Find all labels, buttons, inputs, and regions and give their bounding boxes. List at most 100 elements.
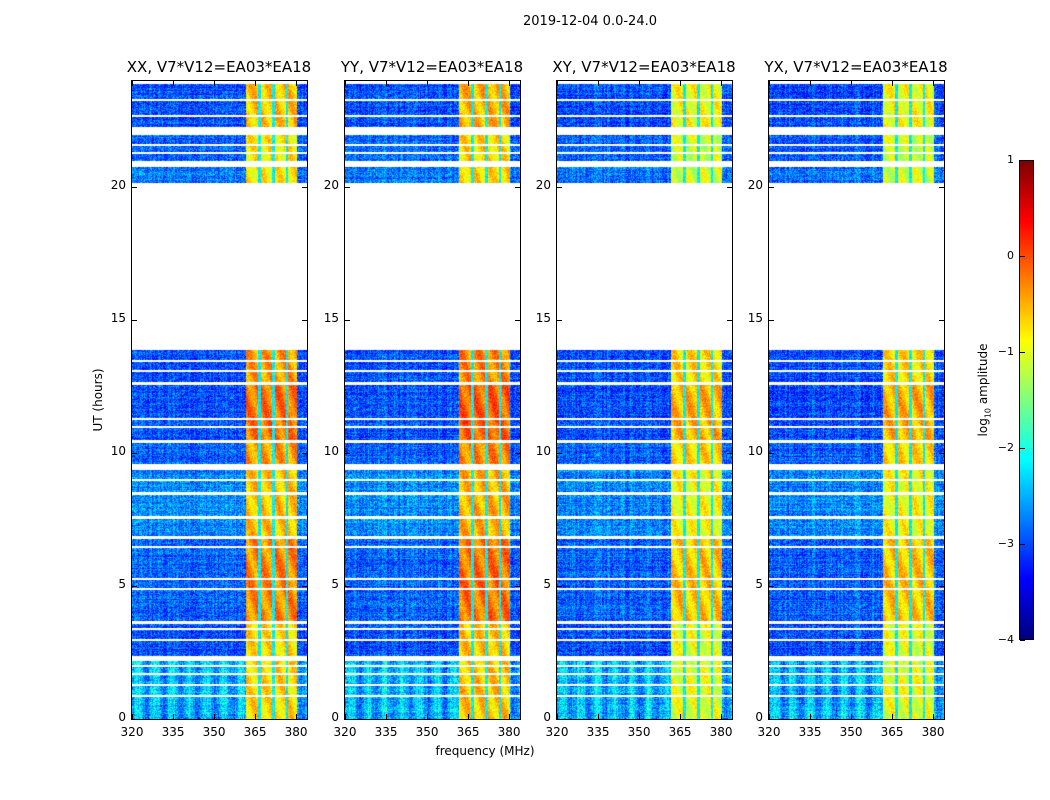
y-tick-label: 10 <box>323 444 339 459</box>
y-tick-mark <box>515 586 520 588</box>
y-tick-label: 15 <box>110 311 126 326</box>
panel-title: YY, V7*V12=EA03*EA18 <box>340 58 524 76</box>
y-tick-mark <box>302 453 307 455</box>
y-tick-mark <box>132 586 137 588</box>
x-tick-label: 335 <box>586 725 610 739</box>
x-tick-mark <box>255 81 257 86</box>
y-tick-mark <box>345 586 350 588</box>
y-tick-mark <box>557 453 562 455</box>
x-tick-mark <box>296 714 298 719</box>
x-tick-mark <box>132 81 133 86</box>
colorbar <box>1019 160 1034 640</box>
y-tick-label: 5 <box>118 577 126 592</box>
y-tick-mark <box>132 719 137 720</box>
colorbar-tick-mark <box>1020 256 1025 257</box>
x-tick-mark <box>639 714 641 719</box>
panel-title: XY, V7*V12=EA03*EA18 <box>552 58 736 76</box>
x-tick-mark <box>214 714 216 719</box>
y-tick-label: 10 <box>747 444 763 459</box>
x-tick-mark <box>214 81 216 86</box>
y-tick-label: 5 <box>755 577 763 592</box>
x-tick-label: 365 <box>668 725 692 739</box>
x-tick-mark <box>509 714 511 719</box>
x-tick-label: 335 <box>161 725 185 739</box>
x-tick-mark <box>386 714 388 719</box>
y-tick-mark <box>515 719 520 720</box>
waterfall-axes <box>768 80 945 720</box>
waterfall-axes <box>556 80 733 720</box>
x-tick-label: 350 <box>202 725 226 739</box>
colorbar-tick-mark <box>1020 160 1025 161</box>
y-tick-mark <box>132 453 137 455</box>
waterfall-axes <box>344 80 521 720</box>
x-tick-mark <box>132 714 133 719</box>
x-tick-mark <box>173 81 175 86</box>
y-tick-mark <box>939 719 944 720</box>
colorbar-tick-mark <box>1020 544 1025 545</box>
panel-title: YX, V7*V12=EA03*EA18 <box>764 58 948 76</box>
y-tick-mark <box>727 719 732 720</box>
x-tick-mark <box>721 81 723 86</box>
y-tick-mark <box>302 719 307 720</box>
y-tick-mark <box>727 320 732 322</box>
y-tick-label: 20 <box>110 178 126 193</box>
y-tick-mark <box>557 719 562 720</box>
colorbar-tick-mark <box>1020 448 1025 449</box>
y-tick-mark <box>939 187 944 189</box>
waterfall-heatmap <box>132 81 307 719</box>
x-tick-mark <box>680 81 682 86</box>
colorbar-label-rest: amplitude <box>976 343 990 408</box>
x-tick-label: 380 <box>497 725 521 739</box>
y-tick-mark <box>302 320 307 322</box>
y-tick-mark <box>727 586 732 588</box>
y-tick-mark <box>939 453 944 455</box>
y-tick-label: 15 <box>323 311 339 326</box>
x-tick-mark <box>509 81 511 86</box>
y-tick-mark <box>515 187 520 189</box>
colorbar-tick-mark <box>1020 640 1025 641</box>
y-tick-label: 20 <box>535 178 551 193</box>
x-tick-mark <box>721 714 723 719</box>
x-tick-label: 350 <box>627 725 651 739</box>
y-tick-label: 10 <box>110 444 126 459</box>
x-tick-label: 380 <box>284 725 308 739</box>
y-tick-mark <box>515 453 520 455</box>
colorbar-tick-label: −2 <box>997 441 1014 454</box>
x-tick-mark <box>851 714 853 719</box>
x-tick-mark <box>680 714 682 719</box>
y-tick-label: 0 <box>755 710 763 724</box>
x-tick-mark <box>769 81 770 86</box>
y-tick-mark <box>132 320 137 322</box>
y-tick-mark <box>345 320 350 322</box>
colorbar-tick-mark <box>1020 352 1025 353</box>
x-tick-label: 350 <box>839 725 863 739</box>
y-tick-label: 20 <box>747 178 763 193</box>
y-tick-mark <box>557 586 562 588</box>
y-tick-label: 10 <box>535 444 551 459</box>
waterfall-heatmap <box>769 81 944 719</box>
y-tick-label: 15 <box>747 311 763 326</box>
y-tick-mark <box>557 187 562 189</box>
x-tick-mark <box>427 714 429 719</box>
x-tick-mark <box>468 81 470 86</box>
y-tick-mark <box>769 187 774 189</box>
x-tick-label: 335 <box>374 725 398 739</box>
colorbar-label: log10 amplitude <box>976 320 992 460</box>
x-tick-mark <box>345 81 346 86</box>
x-tick-mark <box>427 81 429 86</box>
x-tick-mark <box>173 714 175 719</box>
y-tick-mark <box>939 586 944 588</box>
waterfall-axes <box>131 80 308 720</box>
colorbar-tick-label: −1 <box>997 345 1014 358</box>
waterfall-heatmap <box>557 81 732 719</box>
y-tick-mark <box>769 453 774 455</box>
x-tick-mark <box>933 81 935 86</box>
x-tick-label: 350 <box>415 725 439 739</box>
y-tick-mark <box>515 320 520 322</box>
x-tick-mark <box>892 714 894 719</box>
x-tick-mark <box>345 714 346 719</box>
x-tick-label: 365 <box>880 725 904 739</box>
y-tick-mark <box>345 719 350 720</box>
colorbar-label-main: log <box>976 418 990 437</box>
y-tick-label: 0 <box>118 710 126 724</box>
